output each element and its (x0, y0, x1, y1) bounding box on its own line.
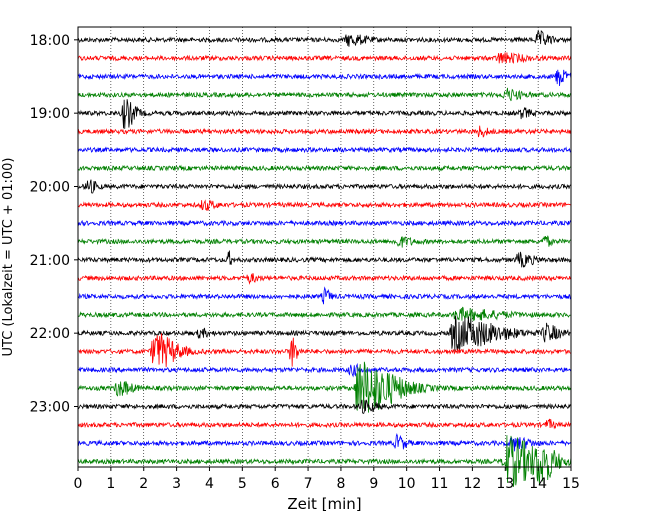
x-tick-label: 4 (205, 476, 214, 492)
trace-2145 (77, 306, 571, 322)
trace-1815 (77, 52, 572, 64)
y-axis-ticks: 18:00 19:00 20:00 21:00 22:00 23:00 (30, 33, 78, 416)
trace-1800 (77, 29, 572, 47)
x-tick-label: 0 (74, 476, 83, 492)
x-axis-label: Zeit [min] (287, 495, 361, 513)
trace-2345 (77, 435, 572, 487)
y-tick-label: 18:00 (30, 33, 70, 49)
trace-2000 (77, 179, 571, 194)
y-tick-label: 19:00 (30, 106, 70, 122)
trace-2300 (77, 399, 572, 414)
seismic-traces (77, 29, 572, 487)
y-axis-label: UTC (Lokalzeit = UTC + 01:00) (1, 158, 16, 357)
trace-2315 (77, 418, 571, 430)
x-tick-label: 10 (398, 476, 416, 492)
x-tick-label: 7 (304, 476, 313, 492)
plot-frame (77, 26, 572, 468)
trace-2200 (77, 315, 571, 352)
trace-2045 (77, 235, 572, 248)
trace-1945 (77, 164, 572, 172)
trace-1900 (77, 99, 572, 129)
x-tick-label: 1 (106, 476, 115, 492)
x-tick-label: 6 (271, 476, 280, 492)
x-axis-ticks: 0 1 2 3 4 5 6 7 8 9 10 11 12 13 14 15 (74, 467, 580, 492)
x-tick-label: 12 (463, 476, 481, 492)
trace-2015 (77, 199, 571, 211)
trace-1830 (77, 69, 572, 86)
y-tick-label: 23:00 (30, 400, 70, 416)
trace-2030 (77, 219, 572, 227)
y-tick-label: 22:00 (30, 326, 70, 342)
x-tick-label: 15 (562, 476, 580, 492)
trace-2130 (77, 286, 572, 305)
x-tick-label: 9 (369, 476, 378, 492)
x-tick-label: 8 (336, 476, 345, 492)
trace-1915 (77, 125, 572, 138)
trace-2245 (77, 361, 572, 413)
trace-2115 (77, 272, 572, 285)
trace-1930 (77, 146, 571, 154)
x-tick-label: 2 (139, 476, 148, 492)
trace-2330 (77, 433, 572, 452)
y-tick-label: 21:00 (30, 253, 70, 269)
x-tick-label: 11 (431, 476, 449, 492)
x-tick-label: 5 (238, 476, 247, 492)
trace-2100 (77, 250, 572, 268)
trace-2230 (77, 362, 572, 378)
x-tick-label: 14 (529, 476, 547, 492)
trace-1845 (77, 87, 572, 102)
y-tick-label: 20:00 (30, 180, 70, 196)
trace-2215 (77, 333, 572, 368)
x-tick-label: 3 (172, 476, 181, 492)
x-tick-label: 13 (496, 476, 514, 492)
